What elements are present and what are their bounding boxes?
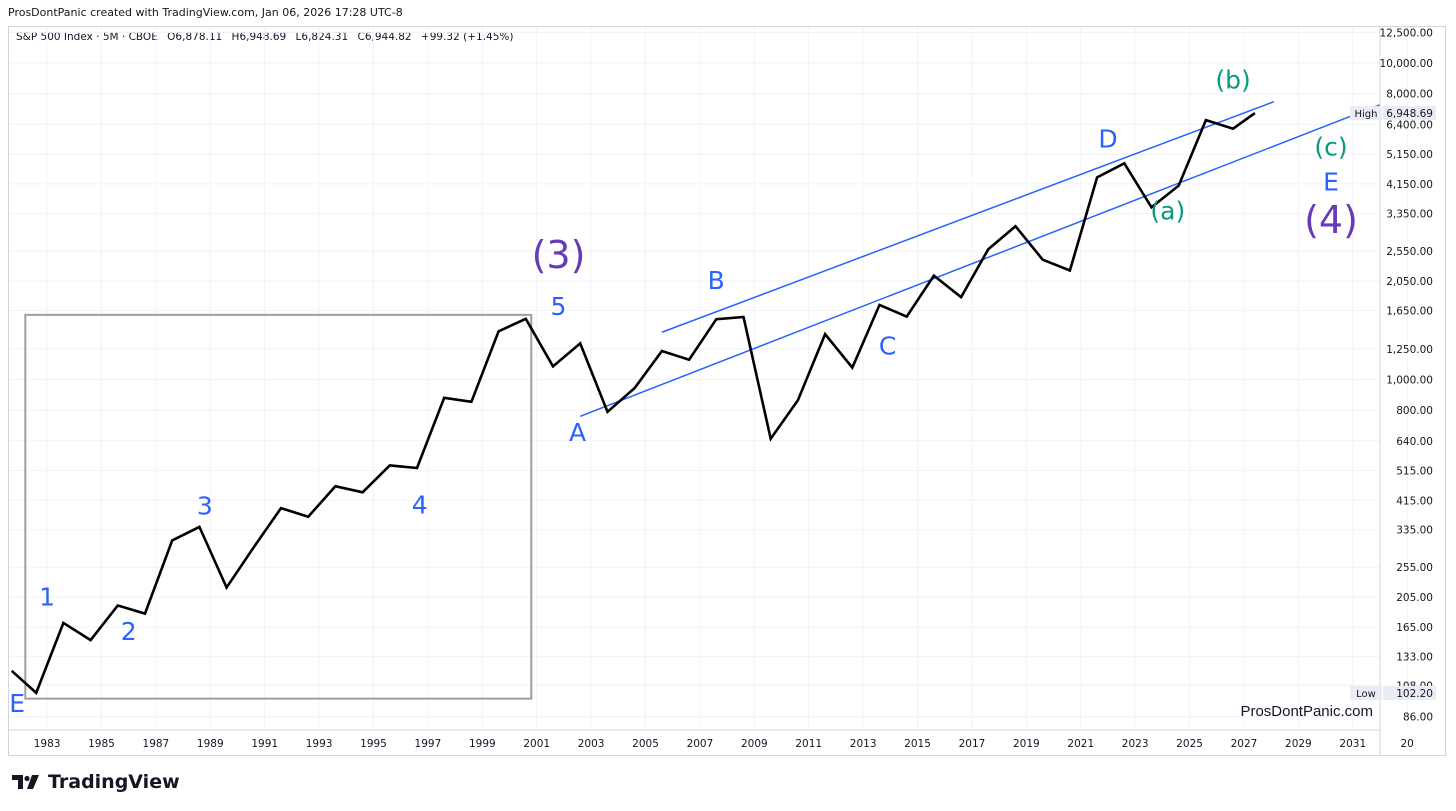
x-tick-label: 2017 [959, 738, 986, 750]
x-tick-label: 2019 [1013, 738, 1040, 750]
wave-label: (3) [532, 233, 586, 277]
price-tags: High 6,948.69 Low 102.20 [1350, 106, 1436, 700]
high-tag-label-bg [1350, 106, 1382, 121]
x-tick-label: 2009 [741, 738, 768, 750]
wave-label: 2 [121, 617, 137, 646]
low-tag-value-bg [1383, 685, 1436, 700]
legend-high: H6,948.69 [231, 31, 287, 43]
legend-close: C6,944.82 [357, 31, 412, 43]
y-tick-label: 1,000.00 [1386, 374, 1433, 386]
x-tick-label: 1983 [34, 738, 61, 750]
wave-label: (c) [1314, 133, 1347, 162]
wave-label: 3 [197, 492, 213, 521]
tradingview-logo-icon [12, 775, 39, 789]
wave-label: E [9, 689, 25, 718]
x-tick-label: 2021 [1067, 738, 1094, 750]
y-tick-label: 1,650.00 [1386, 306, 1433, 318]
trendline [661, 100, 1275, 333]
trendline [579, 104, 1381, 417]
x-tick-label: 1987 [143, 738, 170, 750]
wave-label: D [1098, 125, 1117, 154]
wave-label: (a) [1150, 197, 1185, 226]
x-tick-label: 2003 [578, 738, 605, 750]
y-tick-label: 10,000.00 [1380, 58, 1433, 70]
legend-low: L6,824.31 [295, 31, 349, 43]
y-tick-label: 2,550.00 [1386, 246, 1433, 258]
x-tick-label: 1991 [251, 738, 278, 750]
x-tick-label: 2025 [1176, 738, 1203, 750]
wave-label: 5 [551, 292, 567, 321]
low-tag-label-bg [1350, 685, 1382, 700]
y-tick-label: 3,350.00 [1386, 208, 1433, 220]
high-tag-value: 6,948.69 [1386, 108, 1433, 120]
legend-open: O6,878.11 [167, 31, 223, 43]
y-tick-label: 640.00 [1396, 436, 1433, 448]
footer: TradingView [12, 771, 180, 793]
price-axis: 12,500.00 10,000.00 8,000.00 6,400.00 5,150.… [1379, 26, 1433, 756]
wave-label: 4 [412, 491, 428, 520]
wave-box-rect [24, 313, 533, 700]
trendlines [579, 100, 1381, 417]
chart-header: ProsDontPanic created with TradingView.c… [8, 6, 403, 19]
x-tick-label: 1989 [197, 738, 224, 750]
y-tick-label: 12,500.00 [1380, 27, 1433, 39]
x-tick-label: 2027 [1231, 738, 1258, 750]
y-tick-label: 4,150.00 [1386, 179, 1433, 191]
x-tick-label: 1985 [88, 738, 115, 750]
y-tick-label: 8,000.00 [1386, 89, 1433, 101]
y-tick-label: 515.00 [1396, 466, 1433, 478]
x-tick-label: 2015 [904, 738, 931, 750]
x-tick-label: 2005 [632, 738, 659, 750]
y-tick-label: 86.00 [1403, 712, 1433, 724]
x-tick-label: 1995 [360, 738, 387, 750]
wave-label: A [569, 418, 586, 447]
x-tick-label: 2031 [1339, 738, 1366, 750]
price-line [10, 112, 1256, 696]
time-axis: 1983 1985 1987 1989 1991 1993 1995 1997 1999 2001… [9, 729, 1414, 750]
wave-box [24, 313, 533, 700]
tradingview-brand[interactable]: TradingView [48, 771, 180, 793]
y-tick-label: 800.00 [1396, 405, 1433, 417]
wave-label: (4) [1304, 198, 1358, 242]
wave-label: 1 [39, 583, 55, 612]
low-tag-value: 102.20 [1396, 688, 1433, 700]
y-tick-label: 335.00 [1396, 525, 1433, 537]
x-tick-label: 1993 [306, 738, 333, 750]
chart-frame [8, 26, 1446, 756]
x-tick-label: 1999 [469, 738, 496, 750]
y-tick-label: 1,250.00 [1386, 344, 1433, 356]
x-tick-label: 2007 [687, 738, 714, 750]
low-tag-label: Low [1356, 689, 1376, 700]
y-tick-label: 133.00 [1396, 652, 1433, 664]
y-tick-label: 6,400.00 [1386, 119, 1433, 131]
x-tick-label: 2013 [850, 738, 877, 750]
price-series [10, 112, 1256, 696]
symbol-legend: S&P 500 Index · 5M · CBOE O6,878.11 H6,9… [16, 31, 519, 43]
legend-change: +99.32 (+1.45%) [420, 31, 514, 43]
x-tick-label: 2001 [523, 738, 550, 750]
x-tick-label: 20 [1401, 738, 1414, 750]
wave-label: B [708, 266, 725, 295]
wave-label: C [879, 331, 896, 360]
y-tick-label: 165.00 [1396, 622, 1433, 634]
high-tag-label: High [1355, 109, 1378, 120]
x-tick-label: 1997 [415, 738, 442, 750]
y-tick-label: 5,150.00 [1386, 149, 1433, 161]
legend-symbol[interactable]: S&P 500 Index · 5M · CBOE [16, 31, 158, 43]
y-tick-label: 2,050.00 [1386, 276, 1433, 288]
grid-lines [9, 27, 1408, 730]
watermark: ProsDontPanic.com [1240, 703, 1373, 720]
y-tick-label: 255.00 [1396, 562, 1433, 574]
wave-label: E [1323, 168, 1339, 197]
y-tick-label: 415.00 [1396, 495, 1433, 507]
x-tick-label: 2029 [1285, 738, 1312, 750]
wave-label: (b) [1215, 66, 1250, 95]
x-tick-label: 2011 [795, 738, 822, 750]
x-tick-label: 2023 [1122, 738, 1149, 750]
y-tick-label: 205.00 [1396, 592, 1433, 604]
high-tag-value-bg [1383, 106, 1436, 121]
